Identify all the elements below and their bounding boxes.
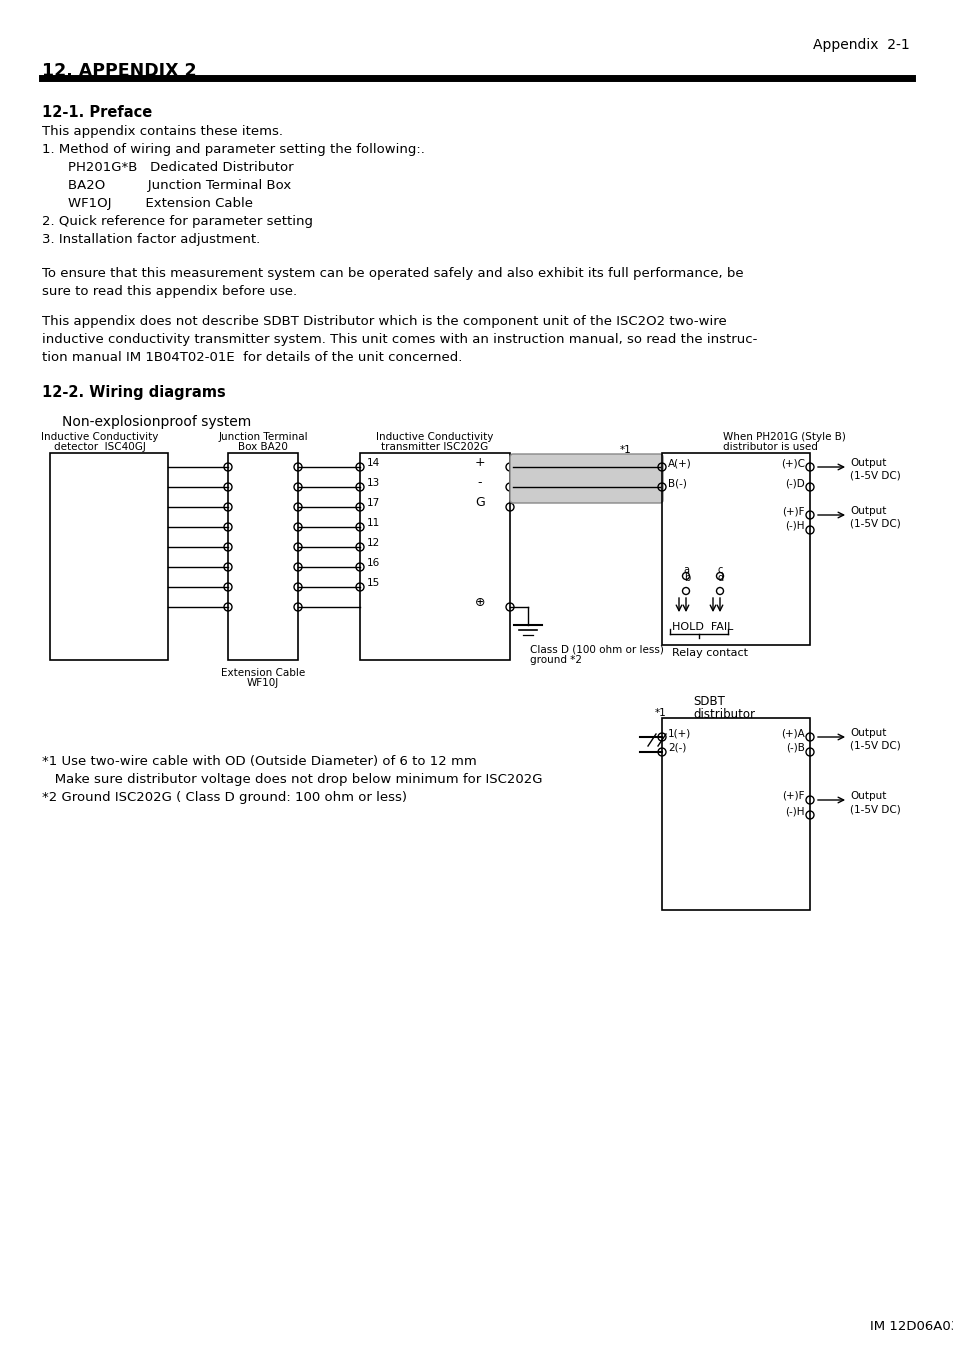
Text: A(+): A(+) [667,458,691,468]
Text: Relay contact: Relay contact [671,648,747,657]
Text: -: - [477,477,482,490]
Text: This appendix contains these items.: This appendix contains these items. [42,126,283,138]
Text: G: G [475,497,484,509]
Text: Output: Output [849,791,885,801]
Bar [359,454,510,660]
Text: IM 12D06A03-01E: IM 12D06A03-01E [869,1320,953,1332]
Text: distributor is used: distributor is used [722,441,817,452]
Bar [661,454,809,645]
Text: 12. APPENDIX 2: 12. APPENDIX 2 [42,62,196,80]
Text: HOLD  FAIL: HOLD FAIL [671,622,733,632]
Text: tion manual IM 1B04T02-01E  for details of the unit concerned.: tion manual IM 1B04T02-01E for details o… [42,351,462,364]
Text: *1: *1 [655,707,666,718]
Text: When PH201G (Style B): When PH201G (Style B) [722,432,845,441]
Text: a: a [682,566,688,575]
Text: SDBT: SDBT [692,695,724,707]
Text: +: + [475,456,485,470]
Text: BA2O          Junction Terminal Box: BA2O Junction Terminal Box [68,180,291,192]
Text: Box BA20: Box BA20 [238,441,288,452]
Text: 16: 16 [367,558,380,568]
Text: WF10J: WF10J [247,678,279,688]
Text: (1-5V DC): (1-5V DC) [849,805,900,814]
Text: 12-1. Preface: 12-1. Preface [42,105,152,120]
Text: 11: 11 [367,518,380,528]
Text: inductive conductivity transmitter system. This unit comes with an instruction m: inductive conductivity transmitter syste… [42,333,757,346]
Text: (-)B: (-)B [785,743,804,753]
Text: *1 Use two-wire cable with OD (Outside Diameter) of 6 to 12 mm: *1 Use two-wire cable with OD (Outside D… [42,755,477,768]
Text: (1-5V DC): (1-5V DC) [849,518,900,529]
Text: Inductive Conductivity: Inductive Conductivity [41,432,158,441]
Text: ⊕: ⊕ [475,597,485,609]
Text: *1: *1 [619,446,631,455]
Text: Class D (100 ohm or less): Class D (100 ohm or less) [530,645,663,655]
Text: (+)C: (+)C [781,458,804,468]
Text: b: b [683,572,689,583]
Bar [228,454,297,660]
Text: Appendix  2-1: Appendix 2-1 [812,38,909,53]
Text: 12-2. Wiring diagrams: 12-2. Wiring diagrams [42,385,226,400]
Text: To ensure that this measurement system can be operated safely and also exhibit i: To ensure that this measurement system c… [42,267,742,279]
Text: 15: 15 [367,578,380,589]
Text: Non-explosionproof system: Non-explosionproof system [62,414,251,429]
Text: PH201G*B   Dedicated Distributor: PH201G*B Dedicated Distributor [68,161,294,174]
Text: sure to read this appendix before use.: sure to read this appendix before use. [42,285,296,298]
Text: c: c [717,566,722,575]
Text: Output: Output [849,506,885,516]
Text: 3. Installation factor adjustment.: 3. Installation factor adjustment. [42,234,260,246]
Text: (-)D: (-)D [784,478,804,487]
Text: 1. Method of wiring and parameter setting the following:.: 1. Method of wiring and parameter settin… [42,143,424,157]
Text: Output: Output [849,728,885,738]
Text: (1-5V DC): (1-5V DC) [849,471,900,481]
Text: 2. Quick reference for parameter setting: 2. Quick reference for parameter setting [42,215,313,228]
Text: (-)H: (-)H [784,806,804,815]
Text: 14: 14 [367,458,380,468]
Text: 2(-): 2(-) [667,743,685,753]
Text: *2 Ground ISC202G ( Class D ground: 100 ohm or less): *2 Ground ISC202G ( Class D ground: 100 … [42,791,407,805]
Text: B(-): B(-) [667,478,686,487]
Text: Output: Output [849,458,885,468]
Text: (+)F: (+)F [781,791,804,801]
Text: d: d [717,572,723,583]
Text: distributor: distributor [692,707,754,721]
Text: (+)F: (+)F [781,506,804,516]
Bar [50,454,168,660]
Text: (-)H: (-)H [784,521,804,531]
Text: Make sure distributor voltage does not drop below minimum for ISC202G: Make sure distributor voltage does not d… [42,774,542,786]
Text: Inductive Conductivity: Inductive Conductivity [375,432,493,441]
Text: (1-5V DC): (1-5V DC) [849,741,900,751]
Text: detector  ISC40GJ: detector ISC40GJ [54,441,146,452]
Text: 13: 13 [367,478,380,487]
Text: This appendix does not describe SDBT Distributor which is the component unit of : This appendix does not describe SDBT Dis… [42,315,726,328]
Text: 17: 17 [367,498,380,508]
FancyBboxPatch shape [510,454,662,504]
Text: 1(+): 1(+) [667,728,691,738]
Text: Extension Cable: Extension Cable [221,668,305,678]
Text: ground *2: ground *2 [530,655,581,666]
Bar [661,718,809,910]
Text: Junction Terminal: Junction Terminal [218,432,308,441]
Text: 12: 12 [367,539,380,548]
Text: WF1OJ        Extension Cable: WF1OJ Extension Cable [68,197,253,211]
Text: (+)A: (+)A [781,728,804,738]
Text: transmitter ISC202G: transmitter ISC202G [381,441,488,452]
